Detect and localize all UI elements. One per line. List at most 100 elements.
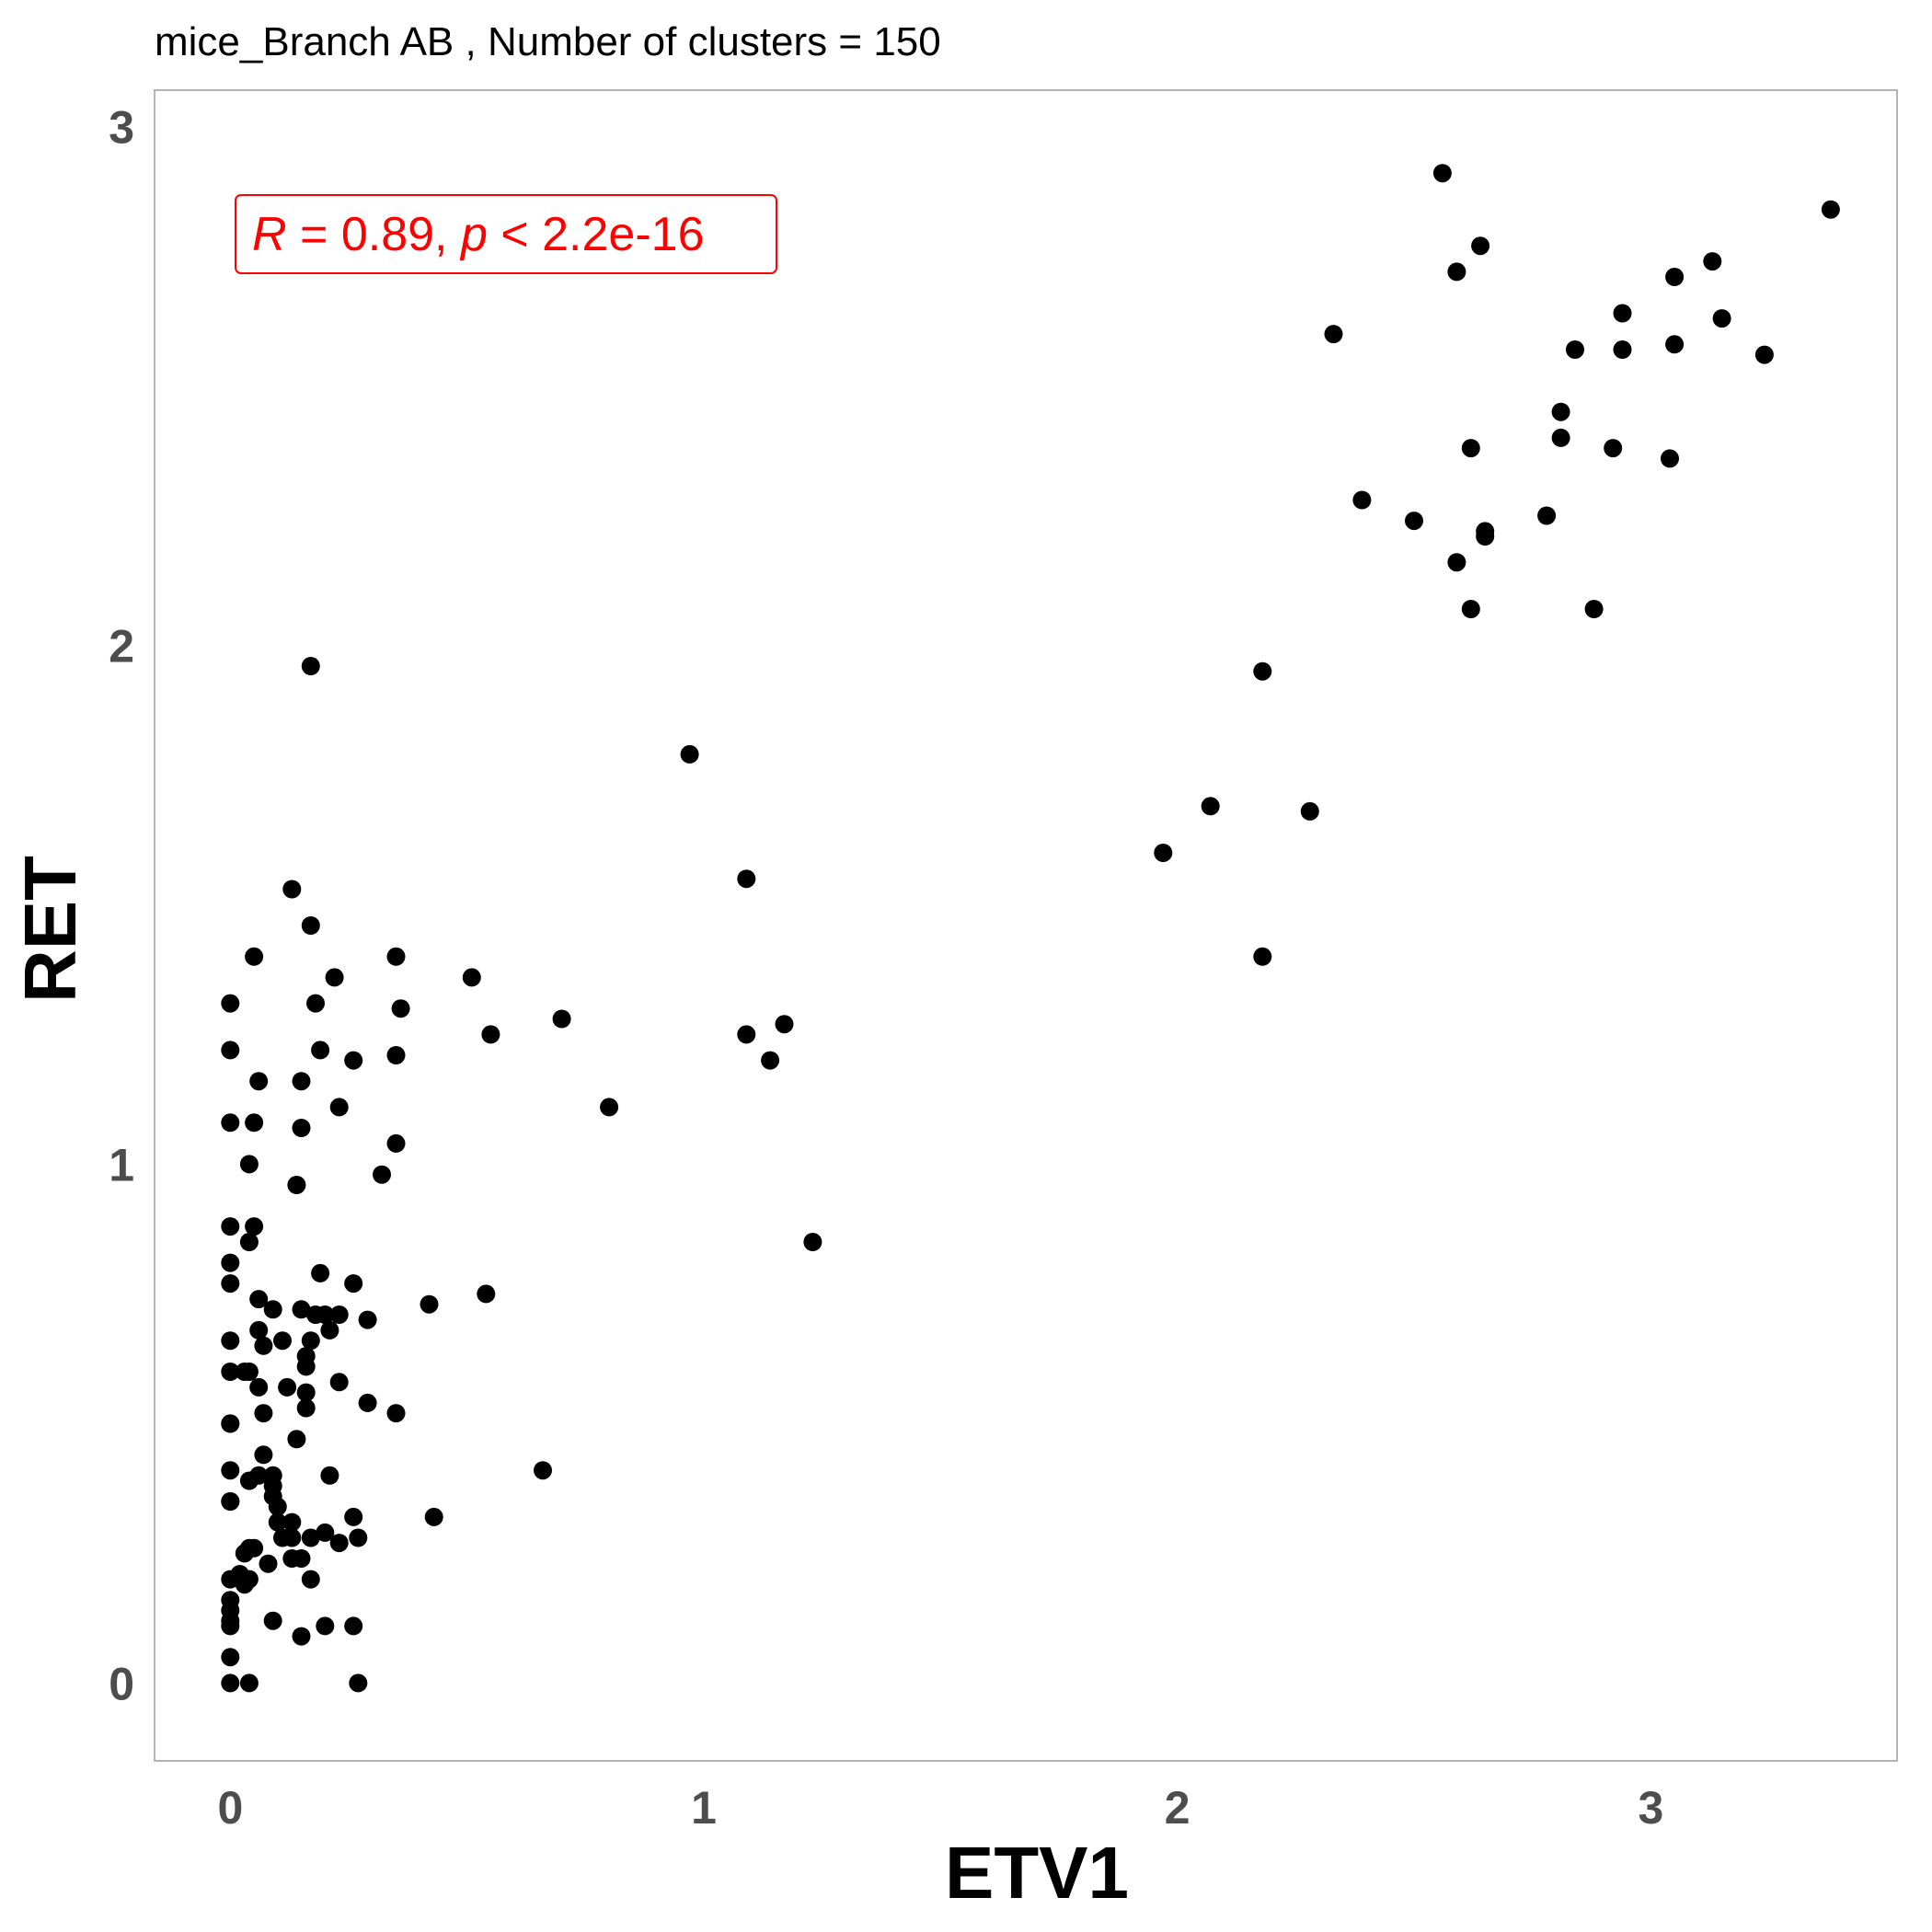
annotation-box bbox=[235, 194, 777, 274]
scatter-point bbox=[600, 1098, 619, 1117]
scatter-point bbox=[254, 1336, 273, 1355]
scatter-point bbox=[221, 1492, 240, 1511]
scatter-point bbox=[420, 1294, 439, 1314]
scatter-point bbox=[221, 1113, 240, 1133]
scatter-point bbox=[1661, 449, 1679, 468]
scatter-point bbox=[1613, 304, 1632, 323]
scatter-point bbox=[680, 744, 699, 764]
scatter-point bbox=[1613, 340, 1632, 359]
scatter-point bbox=[1405, 512, 1423, 531]
scatter-point bbox=[737, 869, 756, 889]
scatter-point bbox=[1821, 200, 1840, 219]
scatter-point bbox=[301, 1570, 320, 1589]
scatter-point bbox=[761, 1051, 780, 1070]
scatter-point bbox=[1447, 553, 1466, 572]
scatter-point bbox=[349, 1528, 368, 1547]
scatter-point bbox=[221, 1616, 240, 1636]
scatter-point bbox=[1551, 402, 1570, 421]
scatter-point bbox=[287, 1176, 306, 1194]
scatter-point bbox=[803, 1233, 822, 1251]
scatter-point bbox=[263, 1611, 282, 1630]
scatter-point bbox=[249, 1290, 269, 1309]
scatter-point bbox=[344, 1507, 363, 1526]
scatter-point bbox=[221, 1414, 240, 1433]
scatter-point bbox=[263, 1300, 282, 1319]
scatter-point bbox=[391, 999, 410, 1018]
scatter-point bbox=[221, 1570, 240, 1589]
scatter-point bbox=[235, 1575, 254, 1594]
scatter-point bbox=[292, 1300, 311, 1319]
scatter-point bbox=[301, 657, 320, 675]
y-tick-label: 0 bbox=[109, 1658, 134, 1709]
scatter-point bbox=[481, 1025, 500, 1044]
scatter-point bbox=[344, 1051, 363, 1070]
scatter-point bbox=[239, 1673, 259, 1693]
scatter-point bbox=[221, 1648, 240, 1667]
scatter-point bbox=[344, 1274, 363, 1294]
scatter-point bbox=[301, 1331, 320, 1351]
scatter-point bbox=[349, 1673, 368, 1693]
scatter-point bbox=[1584, 600, 1604, 618]
scatter-point bbox=[329, 1534, 349, 1553]
scatter-point bbox=[386, 1046, 406, 1064]
scatter-point bbox=[235, 1544, 254, 1563]
scatter-point bbox=[1566, 340, 1584, 359]
scatter-point bbox=[358, 1393, 377, 1412]
scatter-point bbox=[1471, 236, 1490, 256]
scatter-point bbox=[1432, 164, 1452, 183]
scatter-point bbox=[221, 1274, 240, 1294]
scatter-point bbox=[306, 994, 325, 1013]
scatter-point bbox=[373, 1165, 391, 1184]
scatter-point bbox=[221, 1041, 240, 1060]
y-axis-title: RET bbox=[9, 856, 91, 1003]
scatter-point bbox=[268, 1497, 287, 1516]
scatter-point bbox=[424, 1507, 443, 1526]
scatter-point bbox=[296, 1398, 316, 1418]
scatter-point bbox=[254, 1445, 273, 1465]
scatter-point bbox=[1352, 490, 1372, 510]
scatter-point bbox=[329, 1098, 349, 1117]
y-axis-ticks: 0 1 2 3 bbox=[109, 101, 134, 1709]
scatter-point bbox=[239, 1363, 259, 1381]
scatter-point bbox=[239, 1233, 259, 1251]
scatter-point bbox=[1201, 797, 1220, 816]
x-tick-label: 2 bbox=[1165, 1782, 1190, 1834]
x-tick-label: 0 bbox=[217, 1782, 243, 1834]
p-value: < 2.2e-16 bbox=[488, 208, 705, 261]
scatter-point bbox=[245, 1113, 264, 1133]
scatter-point bbox=[1703, 252, 1722, 271]
scatter-point bbox=[221, 1673, 240, 1693]
scatter-point bbox=[221, 1217, 240, 1236]
scatter-point bbox=[316, 1523, 335, 1542]
scatter-point bbox=[462, 968, 481, 987]
scatter-point bbox=[221, 1331, 240, 1351]
scatter-point bbox=[259, 1554, 278, 1573]
scatter-point bbox=[1154, 844, 1173, 862]
scatter-point bbox=[1604, 439, 1623, 458]
scatter-point bbox=[316, 1616, 335, 1636]
y-tick-label: 2 bbox=[109, 620, 134, 672]
scatter-point bbox=[329, 1305, 349, 1324]
scatter-point bbox=[1447, 262, 1466, 282]
r-value: = 0.89, bbox=[287, 208, 461, 261]
x-tick-label: 1 bbox=[691, 1782, 717, 1834]
scatter-point bbox=[1253, 661, 1272, 681]
scatter-point bbox=[320, 1320, 339, 1340]
scatter-point bbox=[273, 1331, 292, 1351]
scatter-point bbox=[239, 1471, 259, 1490]
scatter-point bbox=[1665, 268, 1685, 286]
scatter-point bbox=[1712, 309, 1731, 328]
scatter-point bbox=[358, 1310, 377, 1329]
scatter-point bbox=[534, 1461, 552, 1480]
scatter-point bbox=[1461, 600, 1480, 618]
x-axis-title: ETV1 bbox=[945, 1832, 1129, 1914]
scatter-point bbox=[737, 1025, 756, 1044]
data-points bbox=[221, 164, 1840, 1693]
scatter-point bbox=[282, 1528, 302, 1547]
scatter-point bbox=[316, 1305, 335, 1324]
scatter-point bbox=[245, 947, 264, 966]
p-symbol: p bbox=[459, 208, 488, 261]
scatter-point bbox=[292, 1119, 311, 1137]
scatter-point bbox=[1754, 345, 1774, 364]
scatter-point bbox=[552, 1009, 571, 1029]
